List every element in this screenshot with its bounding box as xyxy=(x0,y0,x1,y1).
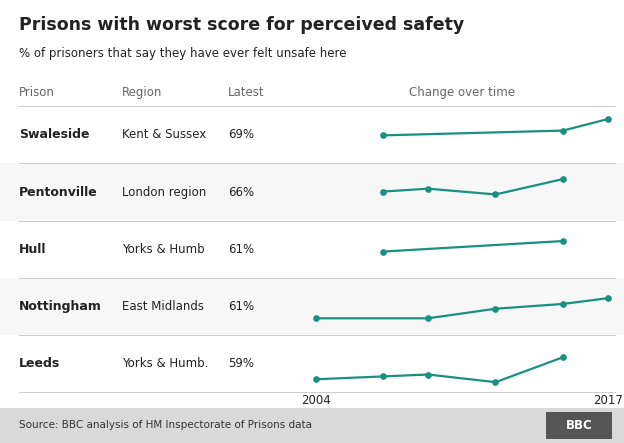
Text: Region: Region xyxy=(122,86,162,99)
Text: Swaleside: Swaleside xyxy=(19,128,89,141)
Text: Change over time: Change over time xyxy=(409,86,515,99)
Text: 61%: 61% xyxy=(228,300,254,313)
Text: 2004: 2004 xyxy=(301,394,331,407)
Text: East Midlands: East Midlands xyxy=(122,300,203,313)
Text: Hull: Hull xyxy=(19,243,46,256)
Text: Prisons with worst score for perceived safety: Prisons with worst score for perceived s… xyxy=(19,16,464,34)
Text: BBC: BBC xyxy=(566,419,592,432)
Text: Yorks & Humb.: Yorks & Humb. xyxy=(122,357,208,370)
Text: Leeds: Leeds xyxy=(19,357,60,370)
Text: Latest: Latest xyxy=(228,86,265,99)
Text: London region: London region xyxy=(122,186,206,198)
Text: Pentonville: Pentonville xyxy=(19,186,97,198)
Text: Yorks & Humb: Yorks & Humb xyxy=(122,243,204,256)
Text: Source: BBC analysis of HM Inspectorate of Prisons data: Source: BBC analysis of HM Inspectorate … xyxy=(19,420,312,430)
Text: Kent & Sussex: Kent & Sussex xyxy=(122,128,206,141)
Text: 66%: 66% xyxy=(228,186,254,198)
Text: 61%: 61% xyxy=(228,243,254,256)
Text: 59%: 59% xyxy=(228,357,254,370)
Text: 2017: 2017 xyxy=(593,394,623,407)
Text: 69%: 69% xyxy=(228,128,254,141)
Text: Prison: Prison xyxy=(19,86,54,99)
Text: Nottingham: Nottingham xyxy=(19,300,102,313)
Text: % of prisoners that say they have ever felt unsafe here: % of prisoners that say they have ever f… xyxy=(19,47,346,59)
